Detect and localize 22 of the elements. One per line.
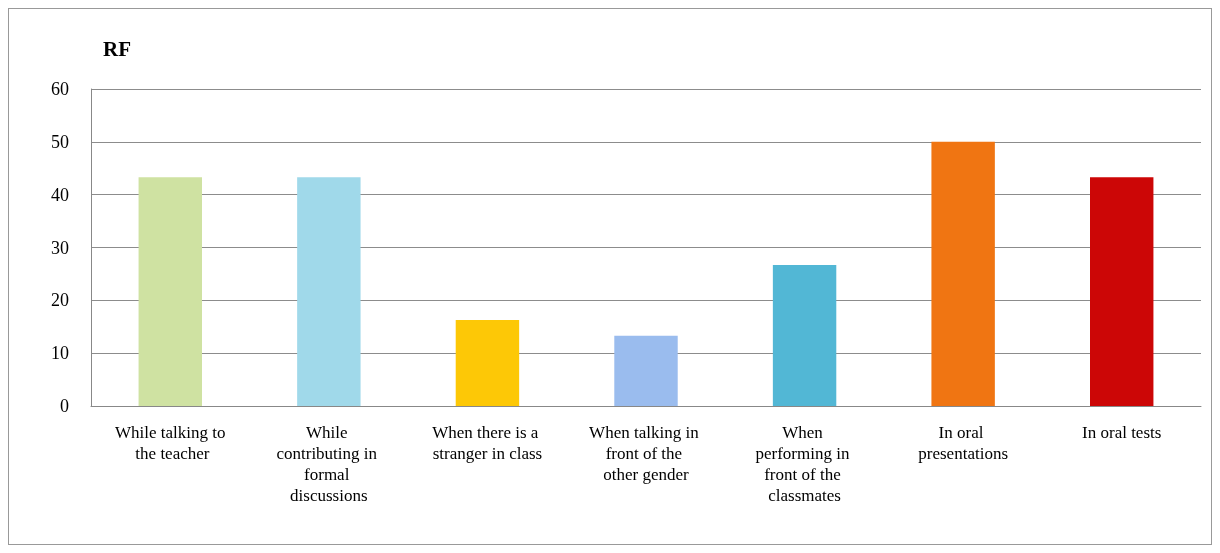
bar <box>614 335 678 406</box>
x-tick-label: When performing in front of the classmates <box>755 423 854 505</box>
y-tick-label: 30 <box>51 237 69 258</box>
bar <box>931 141 995 406</box>
y-tick-label: 20 <box>51 290 69 311</box>
bar <box>1090 177 1154 406</box>
y-tick-label: 50 <box>51 131 69 152</box>
x-tick-label: While talking to the teacher <box>115 423 226 463</box>
bar <box>297 177 361 406</box>
x-tick-label: In oral tests <box>1082 423 1162 442</box>
bar <box>455 319 520 406</box>
y-tick-label: 0 <box>60 396 69 416</box>
bar <box>138 177 202 406</box>
x-tick-label: When there is a stranger in class <box>432 423 543 463</box>
y-tick-label: 40 <box>51 184 69 205</box>
y-tick-label: 10 <box>51 343 69 364</box>
x-tick-label: In oral presentations <box>918 423 1008 463</box>
bar <box>772 264 837 406</box>
y-tick-label: 60 <box>51 79 69 99</box>
x-tick-label: While contributing in formal discussions <box>276 423 382 505</box>
x-tick-label: When talking in front of the other gender <box>589 423 703 484</box>
y-axis-title: RF <box>103 36 131 61</box>
